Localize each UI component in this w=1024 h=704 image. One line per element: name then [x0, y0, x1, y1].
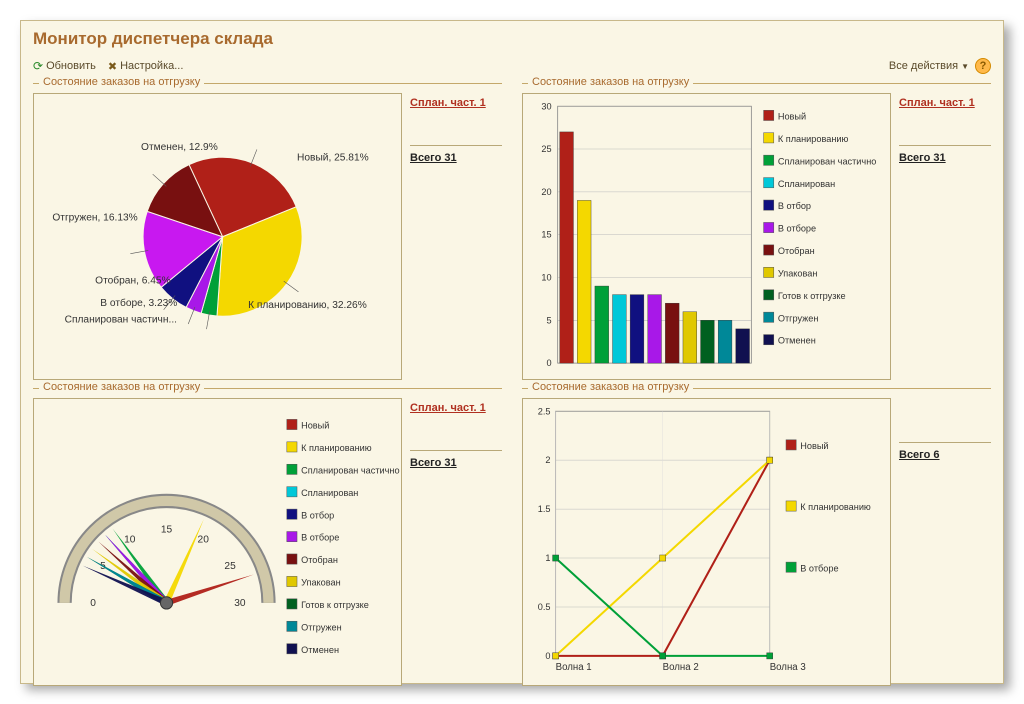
all-actions-button[interactable]: Все действия ▼ [889, 60, 969, 72]
panel-bar: Состояние заказов на отгрузку 0510152025… [522, 83, 991, 380]
svg-text:30: 30 [541, 101, 551, 111]
svg-text:Отменен: Отменен [301, 645, 339, 655]
panel-line-title: Состояние заказов на отгрузку [528, 381, 693, 393]
settings-label: Настройка... [120, 60, 183, 72]
help-button[interactable]: ? [975, 58, 991, 74]
svg-text:Новый: Новый [800, 441, 828, 451]
svg-text:К планированию, 32.26%: К планированию, 32.26% [248, 300, 367, 311]
svg-text:К планированию: К планированию [800, 503, 871, 513]
refresh-label: Обновить [46, 60, 96, 72]
svg-text:10: 10 [541, 273, 551, 283]
svg-text:В отбор: В отбор [301, 511, 334, 521]
gauge-side-link[interactable]: Сплан. част. 1 [410, 402, 502, 414]
svg-text:0: 0 [545, 651, 550, 661]
page-title: Монитор диспетчера склада [33, 29, 991, 49]
svg-text:Отобран: Отобран [301, 556, 338, 566]
svg-text:1: 1 [545, 554, 550, 564]
svg-text:В отбор: В отбор [778, 201, 811, 211]
svg-text:0: 0 [90, 598, 96, 609]
svg-text:К планированию: К планированию [778, 134, 849, 144]
svg-text:20: 20 [198, 535, 210, 546]
svg-text:Отобран: Отобран [778, 246, 815, 256]
panel-bar-title: Состояние заказов на отгрузку [528, 76, 693, 88]
line-chart: 0 0.5 1 1.5 2 2.5 Волна 1 Волна 2 Волна 3 Новый К … [522, 398, 891, 685]
svg-text:Новый: Новый [778, 111, 806, 121]
svg-text:10: 10 [124, 535, 136, 546]
bar-chart: 0 5 10 15 20 25 30 Новый К планированию Спланиров… [522, 93, 891, 380]
svg-text:30: 30 [234, 598, 246, 609]
panel-pie-title: Состояние заказов на отгрузку [39, 76, 204, 88]
svg-text:Отгружен: Отгружен [301, 623, 342, 633]
panel-gauge-title: Состояние заказов на отгрузку [39, 381, 204, 393]
svg-text:В отборе: В отборе [301, 533, 339, 543]
svg-text:2.5: 2.5 [538, 407, 551, 417]
svg-text:15: 15 [541, 230, 551, 240]
toolbar: ⟳ Обновить ✖ Настройка... Все действия ▼… [33, 55, 991, 77]
svg-text:К планированию: К планированию [301, 443, 372, 453]
svg-text:Волна 3: Волна 3 [770, 663, 806, 674]
svg-text:Отменен, 12.9%: Отменен, 12.9% [141, 142, 218, 153]
svg-text:В отборе: В отборе [800, 564, 838, 574]
svg-text:Спланирован частично: Спланирован частично [778, 156, 876, 166]
svg-text:Новый: Новый [301, 421, 329, 431]
svg-text:1.5: 1.5 [538, 505, 551, 515]
bar-side-link[interactable]: Сплан. част. 1 [899, 97, 991, 109]
svg-text:5: 5 [546, 315, 551, 325]
svg-text:Отгружен: Отгружен [778, 313, 819, 323]
svg-text:В отборе, 3.23%: В отборе, 3.23% [100, 297, 177, 309]
settings-icon: ✖ [108, 60, 117, 73]
svg-text:Волна 2: Волна 2 [663, 663, 699, 674]
svg-text:Готов к отгрузке: Готов к отгрузке [301, 600, 369, 610]
svg-text:0.5: 0.5 [538, 602, 551, 612]
svg-text:Готов к отгрузке: Готов к отгрузке [778, 291, 846, 301]
panel-pie: Состояние заказов на отгрузку Новый, 25.… [33, 83, 502, 380]
svg-text:Спланирован: Спланирован [778, 179, 835, 189]
svg-text:Упакован: Упакован [778, 268, 818, 278]
app-window: Монитор диспетчера склада ⟳ Обновить ✖ Н… [20, 20, 1004, 684]
panel-gauge: Состояние заказов на отгрузку 0510152025… [33, 388, 502, 685]
svg-text:15: 15 [161, 525, 173, 536]
refresh-button[interactable]: ⟳ Обновить [33, 59, 96, 73]
svg-text:Отгружен, 16.13%: Отгружен, 16.13% [52, 212, 137, 223]
bar-total[interactable]: Всего 31 [899, 152, 946, 164]
refresh-icon: ⟳ [33, 59, 43, 73]
svg-text:Новый, 25.81%: Новый, 25.81% [297, 152, 369, 163]
gauge-total[interactable]: Всего 31 [410, 457, 457, 469]
svg-text:20: 20 [541, 187, 551, 197]
svg-text:Спланирован частично: Спланирован частично [301, 466, 399, 476]
svg-text:В отборе: В отборе [778, 224, 816, 234]
svg-text:Отменен: Отменен [778, 336, 816, 346]
svg-text:Отобран, 6.45%: Отобран, 6.45% [95, 275, 170, 287]
svg-text:Волна 1: Волна 1 [556, 663, 592, 674]
panel-line: Состояние заказов на отгрузку 00.511.522… [522, 388, 991, 685]
all-actions-label: Все действия [889, 60, 958, 72]
line-total[interactable]: Всего 6 [899, 449, 940, 461]
pie-total[interactable]: Всего 31 [410, 152, 457, 164]
pie-chart: Новый, 25.81% К планированию, 32.26% Сплан… [33, 93, 402, 380]
svg-text:2: 2 [545, 456, 550, 466]
svg-text:0: 0 [546, 358, 551, 368]
svg-text:Спланирован: Спланирован [301, 488, 358, 498]
chevron-down-icon: ▼ [961, 62, 969, 71]
pie-side-link[interactable]: Сплан. част. 1 [410, 97, 502, 109]
svg-text:25: 25 [541, 144, 551, 154]
svg-text:Упакован: Упакован [301, 578, 341, 588]
svg-text:25: 25 [224, 562, 236, 573]
svg-text:Спланирован частичн...: Спланирован частичн... [65, 314, 177, 325]
gauge-chart: 051015202530НовыйК планированиюСпланиров… [33, 398, 402, 685]
settings-button[interactable]: ✖ Настройка... [108, 59, 184, 73]
